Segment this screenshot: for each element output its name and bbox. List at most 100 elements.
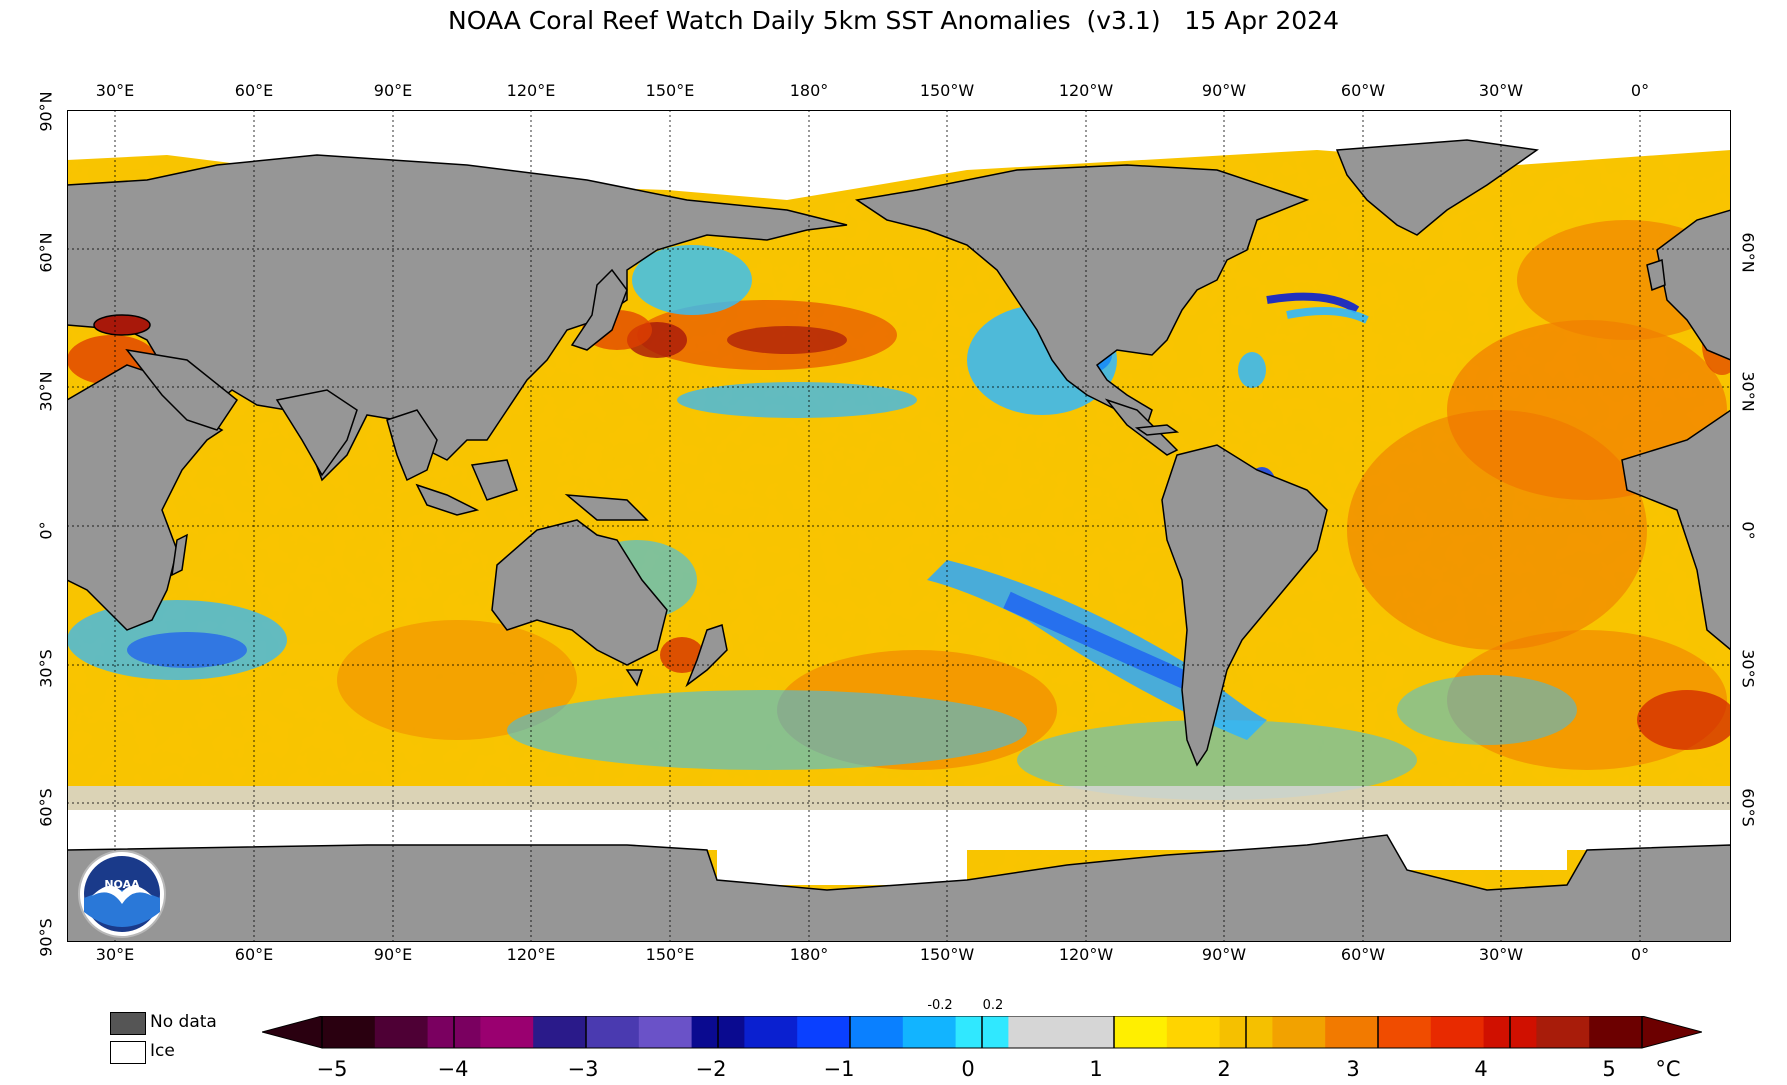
colorbar-high-arrow [1641, 1016, 1702, 1049]
lon-label: 30°W [1478, 945, 1524, 964]
lon-label: 180° [789, 81, 829, 100]
colorbar-segment [1589, 1016, 1643, 1048]
land-new-zealand [685, 624, 728, 688]
land-eurasia [67, 154, 848, 482]
land-arabia [125, 348, 239, 431]
graticule [67, 110, 1731, 942]
colorbar-segment [1166, 1016, 1221, 1048]
lon-label: 90°E [373, 945, 413, 964]
lon-label: 120°E [506, 945, 556, 964]
lon-label: 30°E [95, 81, 135, 100]
colorbar-segment [322, 1016, 376, 1048]
land-north-america [855, 164, 1310, 427]
svg-text:NOAA: NOAA [104, 878, 140, 891]
land-borneo [470, 459, 518, 501]
colorbar-tick-label: −4 [437, 1057, 469, 1081]
southern-ocean-band [67, 786, 1731, 812]
map-frame [67, 110, 1731, 942]
lat-label: 30°S [36, 649, 56, 688]
colorbar-tick-label: 3 [1346, 1057, 1360, 1081]
lon-label: 60°E [234, 81, 274, 100]
colorbar-minor-label: -0.2 [927, 998, 953, 1013]
colorbar-segment [586, 1016, 640, 1048]
colorbar-segment [638, 1016, 693, 1048]
ice-label: Ice [150, 1041, 175, 1061]
land-madagascar [171, 533, 188, 577]
lat-label: 60°N [1738, 232, 1758, 273]
colorbar-segment [533, 1016, 587, 1048]
colorbar-segment [1325, 1016, 1379, 1048]
lon-label: 90°W [1201, 945, 1247, 964]
colorbar-segment [1008, 1016, 1062, 1048]
sea-ice-ross [717, 815, 967, 885]
land-southeast-asia [386, 409, 438, 482]
colorbar-segment [797, 1016, 851, 1048]
colorbar-tick-label: −1 [823, 1057, 855, 1081]
colorbar-segment [1272, 1016, 1326, 1048]
lon-label: 0° [1630, 81, 1650, 100]
colorbar-segment [1378, 1016, 1432, 1048]
colorbar-segment [480, 1016, 534, 1048]
lon-label: 0° [1630, 945, 1650, 964]
ice-swatch [110, 1041, 146, 1064]
lon-label: 60°W [1340, 81, 1386, 100]
noaa-emblem: NOAA [84, 856, 160, 932]
colorbar-segment [1061, 1016, 1115, 1048]
colorbar-segment [902, 1016, 957, 1048]
colorbar-tick-label: −3 [567, 1057, 599, 1081]
land-india [275, 389, 358, 477]
colorbar-segment [374, 1016, 429, 1048]
colorbar-segment [1536, 1016, 1590, 1048]
colorbar-tick-label: 1 [1089, 1057, 1103, 1081]
land-japan [570, 268, 628, 351]
map-title: NOAA Coral Reef Watch Daily 5km SST Anom… [448, 6, 1339, 35]
no-data-swatch [110, 1012, 146, 1035]
lat-label: 60°S [1738, 788, 1758, 827]
colorbar-segment [1114, 1016, 1168, 1048]
colorbar-segment [1430, 1016, 1485, 1048]
lat-label: 60°S [36, 788, 56, 827]
colorbar-tick-label: −5 [316, 1057, 348, 1081]
land-indonesia [415, 483, 480, 516]
lon-label: 60°E [234, 945, 274, 964]
colorbar-tick-label: 0 [961, 1057, 975, 1081]
lon-label: 150°E [645, 81, 695, 100]
sea-ice-weddell [1387, 810, 1567, 870]
lat-label: 90°N [36, 91, 56, 132]
noaa-logo: NOAA [78, 850, 166, 938]
land-new-guinea [564, 494, 649, 521]
colorbar-low-arrow [262, 1016, 323, 1049]
land-greenland [1335, 139, 1539, 236]
land-south-america [1161, 444, 1328, 767]
lon-label: 120°W [1058, 81, 1114, 100]
colorbar-frame [321, 1016, 1643, 1049]
lat-label: 30°N [36, 371, 56, 412]
black-sea [93, 314, 151, 336]
lon-label: 120°E [506, 81, 556, 100]
lon-label: 30°W [1478, 81, 1524, 100]
land-british-isles [1646, 258, 1666, 292]
lon-label: 150°W [919, 81, 975, 100]
lon-label: 120°W [1058, 945, 1114, 964]
land-europe-west [1656, 209, 1731, 361]
land-tasmania [625, 669, 644, 687]
lat-label: 30°S [1738, 649, 1758, 688]
colorbar-segment [850, 1016, 904, 1048]
colorbar-unit: °C [1655, 1057, 1681, 1081]
colorbar-minor-label: 0.2 [982, 998, 1004, 1013]
lon-label: 90°E [373, 81, 413, 100]
lat-label: 0° [1738, 521, 1758, 540]
colorbar-tick-label: 2 [1217, 1057, 1231, 1081]
colorbar-tick-label: 4 [1474, 1057, 1488, 1081]
lat-label: 60°N [36, 232, 56, 273]
no-data-label: No data [150, 1012, 217, 1032]
colorbar [262, 1016, 1702, 1049]
lon-label: 90°W [1201, 81, 1247, 100]
lat-label: 30°N [1738, 371, 1758, 412]
lon-label: 30°E [95, 945, 135, 964]
colorbar-tick-label: 5 [1602, 1057, 1616, 1081]
land-cuba [1134, 424, 1180, 436]
lat-label: 90°S [36, 918, 56, 957]
colorbar-tick-label: −2 [695, 1057, 727, 1081]
sst-anomaly-map [67, 110, 1731, 942]
